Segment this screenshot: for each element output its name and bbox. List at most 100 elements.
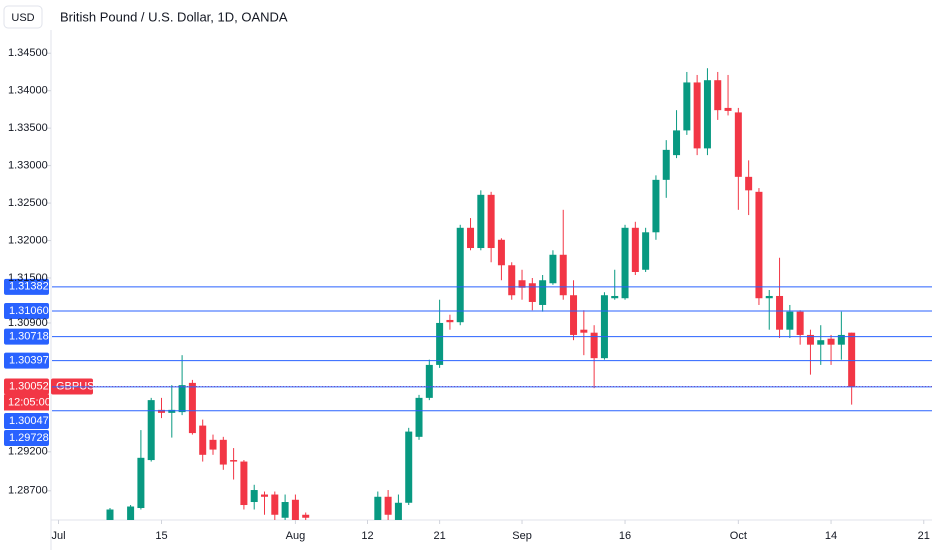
candle-body [621, 227, 629, 299]
candle-body [508, 265, 516, 296]
candle-body [673, 130, 681, 156]
price-label-bg [4, 302, 49, 319]
candle-body [580, 329, 588, 333]
candle-body [827, 338, 835, 345]
y-tick-label: 1.33000 [8, 160, 48, 172]
candles [106, 68, 856, 520]
price-label-bg [4, 430, 49, 446]
y-tick-label: 1.32500 [8, 197, 48, 209]
x-tick-label: Aug [286, 530, 306, 542]
candle-body [734, 112, 742, 177]
candle-body [631, 227, 639, 273]
x-tick-label: Oct [730, 530, 747, 542]
y-tick-label: 1.28700 [8, 485, 48, 497]
candle-body [796, 311, 804, 335]
price-label: 1.29728 [9, 432, 49, 444]
y-tick-label: 1.30900 [8, 317, 48, 329]
price-label: 1.31382 [9, 281, 49, 293]
candle-body [848, 332, 856, 387]
candle-body [765, 295, 773, 299]
x-tick-label: 21 [918, 530, 930, 542]
candle-body [168, 409, 176, 413]
candle-body [261, 494, 269, 497]
candle-body [703, 80, 711, 149]
x-tick-label: 15 [155, 530, 167, 542]
candle-body [281, 502, 289, 518]
candle-body [549, 254, 557, 284]
candle-body [745, 176, 753, 191]
candle-body [188, 382, 196, 434]
candle-body [425, 364, 433, 398]
price-label-bg [4, 328, 49, 345]
candle-body [456, 227, 464, 323]
candle-body [291, 499, 299, 520]
y-tick-label: 1.33500 [8, 122, 48, 134]
candle-body [559, 254, 567, 296]
candle-body [837, 334, 845, 345]
x-tick-label: Sep [512, 530, 532, 542]
candle-body [477, 194, 485, 249]
overlay: 1.31382 1.31060 1.30718 1.30397 1.30052 12:05… [4, 278, 932, 446]
candle-body [683, 82, 691, 131]
currency-button[interactable] [3, 5, 43, 29]
candle-body [106, 509, 114, 520]
y-tick-label: 1.34000 [8, 85, 48, 97]
candle-body [528, 283, 536, 302]
candle-body [539, 280, 547, 305]
candle-body [652, 179, 660, 233]
x-tick-label: 12 [361, 530, 373, 542]
candle-body [415, 397, 423, 437]
countdown: 12:05:00 [8, 396, 51, 408]
candle-body [487, 194, 495, 249]
y-tick-label: 1.34500 [8, 47, 48, 59]
price-label: 1.30047 [9, 415, 49, 427]
candle-body [446, 319, 454, 323]
candle-body [147, 400, 155, 461]
candle-body [384, 496, 392, 515]
candle-body [497, 239, 505, 266]
candle-body [600, 295, 608, 359]
candle-body [755, 191, 763, 299]
candle-body [611, 295, 619, 299]
candle-body [271, 494, 279, 515]
candle-body [518, 280, 526, 288]
candle-body [137, 457, 145, 509]
candle-body [436, 322, 444, 365]
price-label-bg [4, 378, 49, 395]
price-label-bg [4, 413, 49, 429]
chart-title: British Pound / U.S. Dollar, 1D, OANDA [60, 9, 288, 24]
y-tick-label: 1.31500 [8, 272, 48, 284]
candle-body [127, 506, 135, 520]
candle-body [786, 311, 794, 330]
candle-body [724, 107, 732, 111]
candle-body [374, 496, 382, 520]
candle-body [693, 82, 701, 149]
candle-body [199, 425, 207, 455]
y-tick-label: 1.32000 [8, 234, 48, 246]
candle-body [394, 502, 402, 520]
currency-button-label[interactable]: USD [11, 12, 34, 24]
x-tick-label: 14 [825, 530, 837, 542]
x-tick-label: 21 [433, 530, 445, 542]
candle-body [662, 149, 670, 180]
price-label-bg [4, 352, 49, 369]
candle-body [250, 490, 258, 503]
candle-body [219, 439, 227, 465]
candle-body [806, 334, 814, 345]
candle-body [776, 295, 784, 330]
candle-body [405, 431, 413, 503]
candle-body [209, 439, 217, 450]
candle-body [467, 227, 475, 249]
candle-body [817, 340, 825, 345]
candle-body [230, 460, 238, 462]
x-tick-label: 16 [619, 530, 631, 542]
candle-body [178, 385, 186, 413]
price-label: 1.30052 [9, 380, 49, 392]
y-tick-label: 1.29200 [8, 446, 48, 458]
candle-body [302, 514, 310, 518]
x-tick-label: Jul [51, 530, 65, 542]
candle-body [642, 232, 650, 270]
candle-body [157, 409, 165, 413]
price-label-bg [4, 278, 49, 295]
